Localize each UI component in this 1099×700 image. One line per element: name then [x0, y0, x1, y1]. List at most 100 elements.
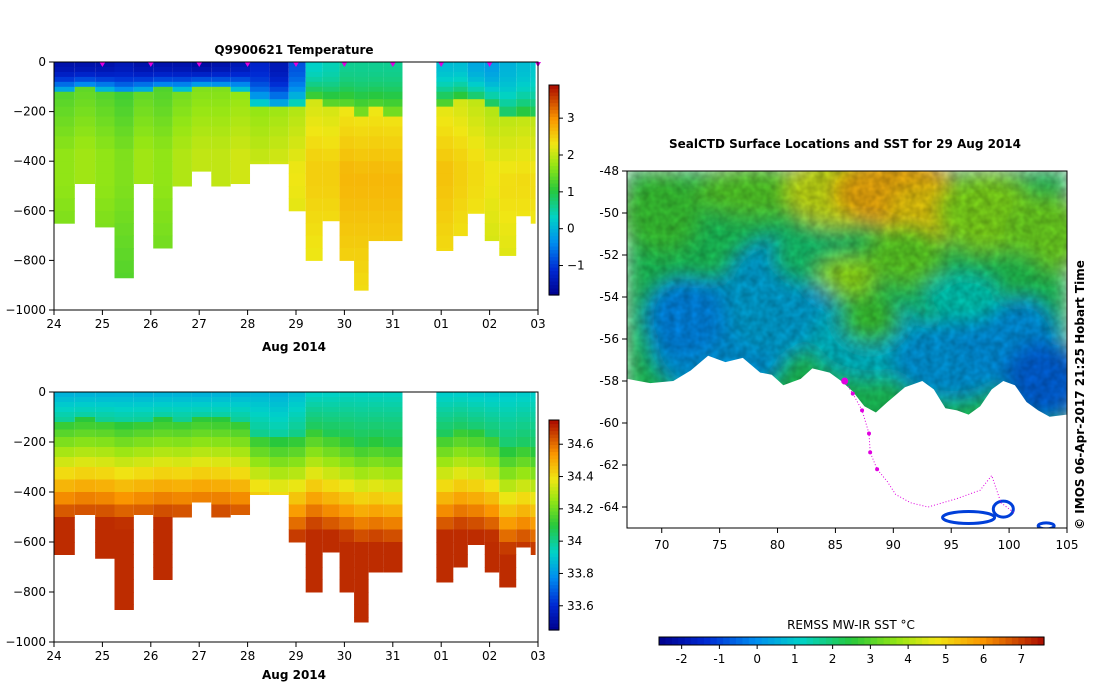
section-cell — [114, 62, 134, 68]
section-cell — [383, 106, 403, 118]
section-cell — [383, 457, 403, 468]
salinity-colorbar-swatch — [549, 451, 559, 456]
section-cell — [322, 504, 340, 518]
section-cell — [95, 161, 115, 175]
section-cell — [250, 467, 270, 480]
sst-colorbar-swatch — [742, 637, 750, 645]
section-cell — [453, 492, 468, 505]
salinity-colorbar-swatch — [549, 553, 559, 558]
temperature-colorbar-swatch — [549, 113, 559, 118]
section-cell — [191, 106, 212, 118]
section-cell — [74, 429, 96, 438]
section-cell — [153, 62, 173, 68]
section-cell — [95, 71, 115, 78]
section-cell — [74, 457, 96, 468]
section-cell — [133, 161, 154, 175]
section-cell — [383, 210, 403, 224]
section-cell — [288, 81, 306, 88]
section-cell — [516, 457, 531, 468]
temperature-xlabel: Aug 2014 — [262, 340, 326, 354]
section-cell — [354, 397, 369, 403]
section-cell — [436, 173, 454, 187]
sst-colorbar-frame — [658, 636, 1045, 646]
section-cell — [288, 429, 306, 438]
section-cell — [305, 429, 323, 438]
section-cell — [516, 136, 531, 150]
section-cell — [530, 81, 536, 88]
section-cell — [74, 479, 96, 493]
section-cell — [383, 412, 403, 418]
section-cell — [288, 198, 306, 212]
section-cell — [322, 66, 340, 73]
section-cell — [211, 407, 231, 413]
section-cell — [288, 447, 306, 458]
section-cell — [354, 272, 369, 286]
section-cell — [530, 437, 536, 448]
section-cell — [305, 210, 323, 224]
salinity-colorbar-tick-label: 34.4 — [567, 470, 594, 484]
section-cell — [453, 66, 468, 73]
section-cell — [339, 397, 355, 403]
section-cell — [322, 407, 340, 413]
section-cell — [250, 91, 270, 100]
section-cell — [322, 62, 340, 68]
section-cell — [436, 542, 454, 555]
section-cell — [95, 148, 115, 162]
sst-colorbar-swatch — [800, 637, 808, 645]
section-cell — [484, 407, 500, 413]
section-cell — [354, 467, 369, 480]
section-cell — [368, 567, 384, 573]
profile-marker — [486, 62, 493, 67]
salinity-colorbar-swatch — [549, 507, 559, 512]
salinity-colorbar-swatch — [549, 458, 559, 463]
section-cell — [516, 429, 531, 438]
section-cell — [383, 235, 403, 242]
salinity-colorbar-swatch — [549, 539, 559, 544]
section-cell — [95, 186, 115, 199]
salinity-colorbar-swatch — [549, 542, 559, 547]
section-cell — [114, 198, 134, 212]
section-cell — [269, 71, 289, 78]
section-cell — [114, 148, 134, 162]
section-cell — [484, 422, 500, 430]
section-cell — [54, 457, 75, 468]
temperature-colorbar-swatch — [549, 218, 559, 223]
section-cell — [383, 437, 403, 448]
section-cell — [354, 76, 369, 83]
section-cell — [383, 517, 403, 530]
section-cell — [191, 407, 212, 413]
section-cell — [339, 235, 355, 249]
section-cell — [172, 71, 192, 78]
temperature-colorbar-swatch — [549, 235, 559, 240]
section-cell — [339, 86, 355, 93]
sst-colorbar-swatch — [973, 637, 981, 645]
section-cell — [305, 91, 323, 100]
section-cell — [74, 76, 96, 83]
section-cell — [467, 148, 485, 162]
temperature-colorbar-swatch — [549, 102, 559, 107]
section-cell — [339, 392, 355, 398]
sst-colorbar-swatch — [671, 637, 679, 645]
sst-colorbar-tick-label: 6 — [980, 652, 988, 666]
temperature-colorbar-swatch — [549, 127, 559, 132]
sst-colorbar-swatch — [748, 637, 756, 645]
sst-colorbar-swatch — [954, 637, 962, 645]
section-cell — [54, 81, 75, 88]
section-cell — [305, 437, 323, 448]
section-cell — [530, 86, 536, 93]
section-cell — [368, 210, 384, 224]
section-cell — [269, 412, 289, 418]
section-cell — [368, 529, 384, 543]
section-cell — [230, 86, 251, 93]
temperature-xtick-label: 30 — [337, 317, 352, 331]
section-cell — [339, 116, 355, 127]
section-cell — [250, 392, 270, 398]
section-cell — [95, 437, 115, 448]
section-cell — [153, 76, 173, 83]
section-cell — [436, 437, 454, 448]
section-cell — [211, 62, 231, 68]
section-cell — [269, 397, 289, 403]
temperature-ytick-label: −200 — [13, 105, 46, 119]
section-cell — [172, 148, 192, 162]
section-cell — [322, 392, 340, 398]
